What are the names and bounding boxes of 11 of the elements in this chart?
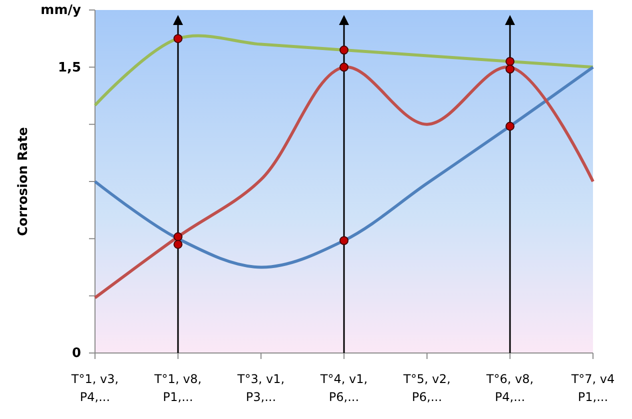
x-tick-label: T°1, v3, P4,... [70, 372, 119, 404]
y-tick-label: 1,5 [58, 60, 81, 76]
y-tick-label: 0 [72, 346, 81, 362]
y-axis-title: Corrosion Rate [16, 126, 31, 236]
x-tick-label: T°6, v8, P4,... [485, 372, 534, 404]
x-tick-label: T°1, v8, P1,... [153, 372, 202, 404]
y-tick-label: mm/y [40, 3, 82, 18]
x-tick-label: T°4, v1, P6,... [319, 372, 368, 404]
x-tick-label: T°7, v4 P1,... [570, 372, 615, 404]
x-tick-label: T°3, v1, P3,... [236, 372, 285, 404]
x-tick-label: T°5, v2, P6,... [402, 372, 451, 404]
